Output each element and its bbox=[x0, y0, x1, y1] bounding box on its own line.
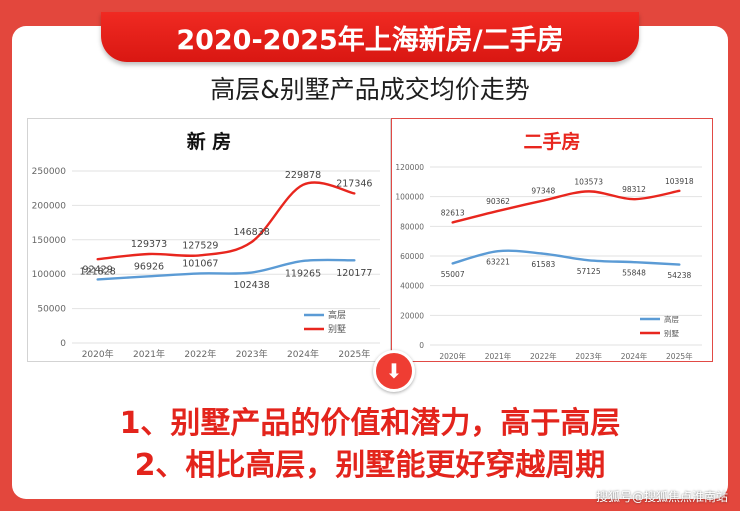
x-tick-label: 2023年 bbox=[236, 348, 268, 360]
conclusion-2: 2、相比高层，别墅能更好穿越周期 bbox=[134, 448, 606, 483]
page-subtitle: 高层&别墅产品成交均价走势 bbox=[210, 75, 530, 104]
data-label: 146838 bbox=[234, 227, 270, 238]
banner-title: 2020-2025年上海新房/二手房 bbox=[101, 12, 639, 62]
data-label: 82613 bbox=[441, 208, 465, 217]
data-label: 119265 bbox=[285, 268, 321, 279]
x-tick-label: 2020年 bbox=[82, 348, 114, 360]
data-label: 120177 bbox=[336, 268, 372, 279]
data-label: 121828 bbox=[80, 267, 116, 278]
data-label: 103573 bbox=[574, 177, 603, 186]
data-label: 229878 bbox=[285, 170, 321, 181]
legend-label: 高层 bbox=[328, 309, 346, 321]
data-label: 90362 bbox=[486, 197, 510, 206]
new-house-chart-panel: 新 房 0 50000 100000 150000 200000 250000 2020年 2… bbox=[27, 118, 391, 362]
x-tick-label: 2023年 bbox=[575, 351, 602, 361]
new-house-chart-title: 新 房 bbox=[186, 131, 232, 153]
y-tick-label: 60000 bbox=[400, 252, 424, 261]
y-tick-label: 200000 bbox=[32, 201, 67, 211]
data-label: 102438 bbox=[234, 280, 270, 291]
data-label: 55848 bbox=[622, 269, 646, 278]
second-hand-chart: 0 20000 40000 60000 80000 100000 120000 2020年 20… bbox=[395, 163, 702, 361]
y-tick-label: 0 bbox=[419, 341, 424, 350]
y-tick-label: 0 bbox=[60, 339, 66, 349]
y-tick-label: 80000 bbox=[400, 222, 424, 231]
legend-label: 别墅 bbox=[328, 324, 346, 335]
y-tick-label: 250000 bbox=[32, 167, 67, 177]
x-tick-label: 2024年 bbox=[287, 348, 319, 360]
data-label: 63221 bbox=[486, 258, 510, 267]
x-tick-label: 2022年 bbox=[530, 351, 557, 361]
x-tick-label: 2021年 bbox=[485, 351, 512, 361]
new-house-chart: 0 50000 100000 150000 200000 250000 2020年 2021年… bbox=[32, 167, 380, 360]
y-tick-label: 40000 bbox=[400, 282, 424, 291]
data-label: 61583 bbox=[531, 260, 555, 269]
y-tick-label: 100000 bbox=[32, 270, 67, 280]
series-line-gaoceng bbox=[451, 249, 681, 266]
conclusion-1: 1、别墅产品的价值和潜力，高于高层 bbox=[119, 406, 621, 441]
data-label: 55007 bbox=[441, 270, 465, 279]
x-tick-label: 2025年 bbox=[666, 351, 693, 361]
data-label: 92429 bbox=[83, 264, 113, 275]
legend-label: 别墅 bbox=[664, 328, 679, 338]
legend-label: 高层 bbox=[664, 314, 679, 324]
watermark: 搜狐号@搜狐焦点淮南站 bbox=[595, 490, 728, 504]
x-tick-label: 2021年 bbox=[133, 348, 165, 360]
y-tick-label: 20000 bbox=[400, 311, 424, 320]
series-line-bieshu bbox=[451, 189, 681, 224]
series-line-gaoceng bbox=[96, 258, 356, 281]
arrow-down-icon: ⬇ bbox=[373, 350, 415, 392]
data-label: 57125 bbox=[577, 267, 601, 276]
y-tick-label: 50000 bbox=[37, 305, 66, 315]
second-hand-chart-panel: 二手房 0 20000 40000 60000 80000 100000 120000 202… bbox=[391, 118, 713, 362]
data-label: 96926 bbox=[134, 261, 164, 272]
y-tick-label: 120000 bbox=[395, 163, 424, 172]
x-tick-label: 2024年 bbox=[621, 351, 648, 361]
data-label: 217346 bbox=[336, 178, 372, 189]
data-label: 97348 bbox=[531, 187, 555, 196]
data-label: 129373 bbox=[131, 239, 167, 250]
data-label: 98312 bbox=[622, 185, 646, 194]
y-tick-label: 100000 bbox=[395, 193, 424, 202]
y-tick-label: 150000 bbox=[32, 236, 67, 246]
x-tick-label: 2025年 bbox=[338, 348, 370, 360]
second-hand-chart-title: 二手房 bbox=[523, 131, 581, 153]
data-label: 101067 bbox=[182, 258, 218, 269]
series-line-bieshu bbox=[96, 181, 356, 261]
data-label: 103918 bbox=[665, 177, 694, 186]
data-label: 54238 bbox=[667, 271, 691, 280]
x-tick-label: 2022年 bbox=[184, 348, 216, 360]
data-label: 127529 bbox=[182, 240, 218, 251]
x-tick-label: 2020年 bbox=[439, 351, 466, 361]
